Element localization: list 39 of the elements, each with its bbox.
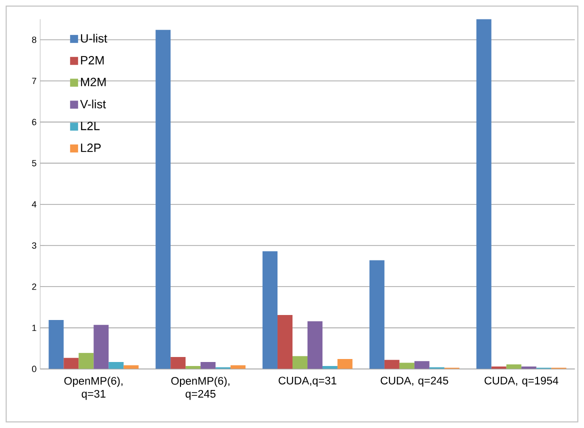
legend-label: V-list [80,100,106,108]
y-tick-label: 1 [32,324,36,331]
x-tick-label: CUDA, q=1954 [484,376,558,387]
legend-label: L2L [81,122,100,130]
bar [64,358,79,369]
y-tick-label: 2 [32,283,36,290]
legend-label: M2M [81,78,106,86]
bar [278,314,293,369]
bar [170,356,186,369]
bar [292,356,308,369]
legend-label: P2M [81,56,104,64]
legend-label: U-list [81,34,108,43]
bar [414,361,430,369]
bar [48,320,64,369]
bar [156,30,171,369]
bar [262,251,278,369]
bar [230,365,246,369]
bar [384,360,400,369]
y-tick-label: 0 [32,366,36,372]
bar [124,365,139,369]
legend-label: L2P [81,144,101,152]
x-tick-label: OpenMP(6), q=31 [64,376,122,400]
y-tick-label: 4 [32,201,36,208]
y-tick-label: 7 [32,78,36,84]
bar [307,321,322,369]
x-tick-label: OpenMP(6), q=245 [171,376,230,400]
x-tick-label: CUDA,q=31 [278,376,336,387]
y-tick-label: 8 [32,36,36,43]
bar [369,260,384,369]
bar [476,19,492,369]
bar [94,324,109,369]
bar [200,362,216,369]
y-tick-label: 5 [32,160,36,166]
x-tick-label: CUDA, q=245 [380,376,448,387]
bar [337,359,352,369]
y-tick-label: 3 [32,242,36,249]
bar [108,362,124,369]
bar [78,352,94,369]
y-tick-label: 6 [32,118,36,126]
